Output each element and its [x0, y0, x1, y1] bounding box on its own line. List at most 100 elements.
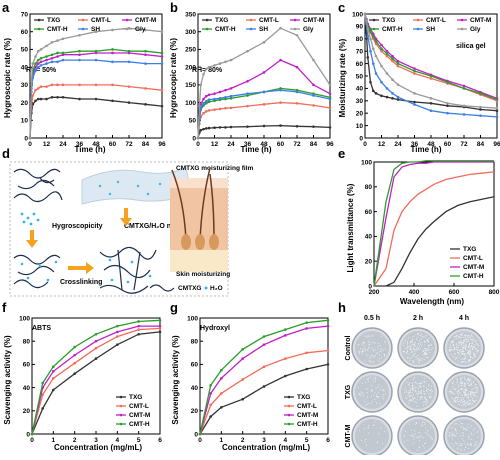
colony: [465, 403, 467, 405]
colony: [412, 335, 414, 338]
colony: [465, 388, 467, 390]
data-point: [213, 108, 216, 111]
colony: [427, 344, 429, 346]
colony: [426, 381, 428, 383]
colony: [364, 349, 366, 351]
data-point: [144, 62, 147, 65]
y-tick-label: 80: [356, 36, 364, 43]
colony: [462, 394, 464, 396]
colony: [420, 341, 422, 344]
colony: [410, 349, 412, 351]
data-point: [479, 114, 482, 117]
legend-marker: [125, 27, 129, 31]
colony: [418, 437, 420, 439]
colony: [416, 347, 418, 349]
colony: [452, 392, 454, 394]
colony: [476, 387, 478, 390]
colony: [414, 423, 416, 425]
network-chains: [99, 246, 157, 294]
legend-label: Gly: [303, 26, 314, 33]
colony: [452, 345, 454, 347]
colony: [413, 401, 415, 403]
data-point: [36, 97, 40, 101]
series-line-sh: [364, 13, 498, 118]
colony: [455, 337, 457, 339]
col-header-05h: 0.5 h: [364, 315, 380, 322]
colony: [362, 350, 364, 352]
colony: [415, 389, 417, 392]
axis-title-c-x: Time (h): [411, 145, 442, 154]
y-tick-label: 20: [191, 408, 199, 415]
colony: [377, 396, 379, 398]
colony: [454, 428, 456, 430]
data-point: [391, 59, 394, 63]
colony: [415, 392, 417, 394]
colony: [462, 405, 464, 408]
colony: [455, 344, 457, 346]
data-point: [279, 124, 282, 127]
x-tick-label: 400: [409, 289, 420, 296]
colony: [464, 403, 466, 405]
data-point: [199, 128, 203, 132]
data-point: [209, 415, 212, 418]
colony: [407, 383, 409, 385]
colony: [365, 444, 367, 446]
petri-dish: [397, 327, 439, 369]
colony: [464, 358, 466, 360]
colony: [378, 358, 381, 360]
colony: [474, 400, 476, 402]
colony: [470, 444, 473, 446]
data-point: [39, 97, 43, 101]
colony: [472, 392, 474, 394]
colony: [448, 434, 450, 436]
colony: [409, 387, 411, 389]
series-line-cmt-m: [197, 59, 331, 139]
colony: [471, 391, 473, 393]
colony: [475, 343, 477, 345]
y-tick-label: 100: [361, 159, 372, 166]
colony: [406, 347, 408, 349]
colony: [457, 347, 460, 349]
x-tick-label: 96: [158, 141, 166, 148]
y-tick-label: 0: [368, 283, 372, 290]
data-point: [462, 113, 466, 116]
colony: [456, 448, 458, 450]
colony: [459, 334, 461, 336]
colony: [370, 402, 372, 404]
data-point: [45, 55, 48, 58]
x-tick-label: 84: [142, 141, 150, 148]
colony: [473, 395, 475, 397]
colony: [463, 439, 465, 441]
colony: [410, 400, 412, 402]
colony: [382, 349, 384, 351]
colony: [469, 342, 471, 344]
y-tick-label: 40: [191, 385, 199, 392]
colony: [465, 443, 467, 445]
colony: [477, 389, 479, 391]
y-tick-label: 250: [185, 47, 196, 54]
colony: [462, 431, 464, 434]
data-point: [207, 100, 211, 104]
colony: [369, 357, 371, 359]
colony: [428, 435, 430, 437]
colony: [366, 388, 368, 390]
colony: [460, 389, 462, 391]
colony: [420, 338, 422, 340]
colony: [430, 390, 432, 392]
colony: [457, 334, 459, 336]
series-line-txg: [31, 331, 161, 435]
colony: [459, 378, 461, 380]
data-point: [262, 343, 266, 346]
colony: [418, 340, 421, 342]
data-point: [56, 60, 59, 64]
colony: [412, 355, 414, 357]
data-point: [56, 51, 59, 55]
colony: [476, 343, 479, 345]
colony: [468, 394, 470, 396]
colony: [462, 342, 464, 344]
colony: [450, 347, 452, 349]
colony: [464, 399, 466, 401]
colony: [455, 401, 457, 403]
petri-dish: [443, 371, 485, 413]
colony: [363, 428, 365, 430]
